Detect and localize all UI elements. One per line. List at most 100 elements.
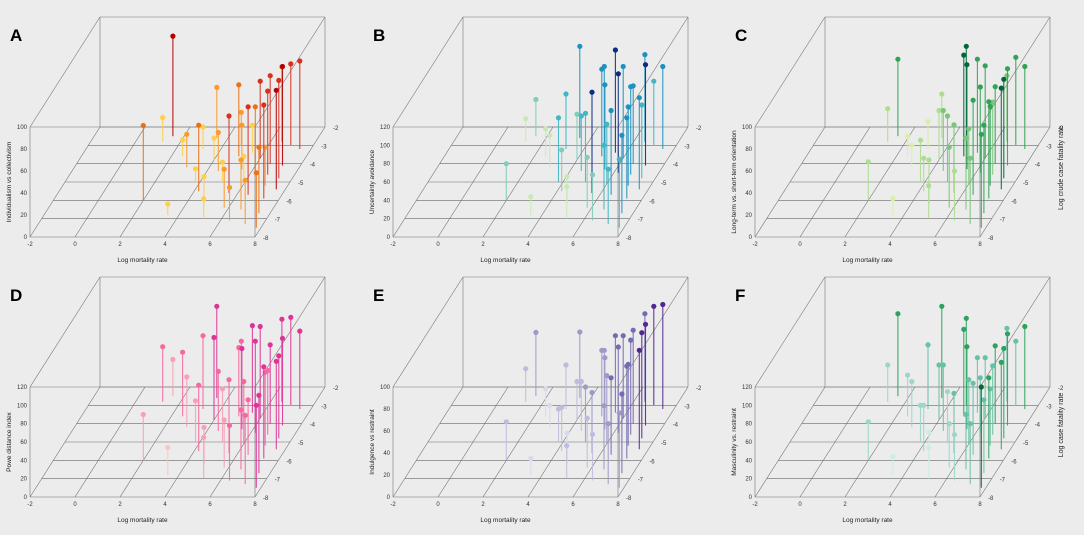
data-point <box>245 104 251 110</box>
right-label-top: Log crude case fatality rate <box>1058 126 1065 210</box>
y-tick-label: 100 <box>17 403 28 409</box>
data-point <box>964 344 970 350</box>
data-point <box>966 126 972 132</box>
data-point <box>639 102 645 108</box>
x-tick-label: -2 <box>752 502 758 508</box>
data-point <box>890 454 896 460</box>
data-point <box>998 359 1004 365</box>
x-tick-label: 0 <box>73 242 77 248</box>
y-tick-label: 40 <box>745 458 752 464</box>
data-point <box>1001 76 1007 82</box>
panel-letter: D <box>10 286 22 305</box>
x-tick-label: 2 <box>481 242 485 248</box>
data-point <box>533 96 539 103</box>
data-point <box>192 398 199 404</box>
data-point <box>977 84 983 90</box>
data-point <box>523 366 529 372</box>
data-point <box>165 201 171 207</box>
y-tick-label: 80 <box>745 147 752 153</box>
data-point <box>221 166 227 172</box>
x-axis-label: Log mortality rate <box>117 517 168 524</box>
data-point <box>239 345 245 352</box>
z-tick-label: -5 <box>1023 441 1029 447</box>
data-point <box>990 99 996 105</box>
x-tick-label: -2 <box>752 242 758 248</box>
data-point <box>201 173 207 180</box>
data-point <box>970 97 976 103</box>
x-tick-label: 0 <box>798 502 802 508</box>
y-tick-label: 0 <box>749 235 753 241</box>
data-point <box>1004 73 1010 79</box>
data-point <box>533 329 539 335</box>
data-point <box>219 386 226 392</box>
floor-grid-line <box>799 126 871 238</box>
data-point <box>288 314 294 320</box>
data-point <box>936 107 942 114</box>
floor-grid-line <box>844 386 916 498</box>
floor-grid-line <box>29 126 101 238</box>
z-tick-label: -2 <box>333 126 339 132</box>
data-point <box>599 347 605 353</box>
data-point <box>970 380 976 386</box>
z-tick-label: -5 <box>1023 181 1029 187</box>
data-point <box>297 58 303 64</box>
z-tick-label: -3 <box>321 144 327 150</box>
floor-grid-line <box>392 386 464 498</box>
box-edge <box>617 276 689 388</box>
data-point <box>559 404 565 410</box>
box-edge <box>754 16 826 128</box>
y-tick-label: 0 <box>24 495 28 501</box>
data-point <box>961 326 967 332</box>
y-tick-label: 40 <box>745 191 752 197</box>
floor-grid-line <box>164 126 236 238</box>
floor-grid-line <box>74 386 146 498</box>
z-tick-label: -3 <box>684 404 690 410</box>
data-point <box>238 109 244 115</box>
data-point <box>992 343 998 349</box>
box-edge <box>754 276 826 388</box>
data-point <box>196 382 202 388</box>
z-tick-label: -8 <box>988 496 994 502</box>
data-point <box>577 43 583 49</box>
data-point <box>261 102 267 108</box>
data-point <box>601 142 607 148</box>
data-point <box>926 429 932 435</box>
x-tick-label: 6 <box>208 502 212 508</box>
data-point <box>926 157 932 163</box>
y-tick-label: 120 <box>380 125 391 131</box>
z-tick-label: -7 <box>638 478 644 484</box>
data-point <box>528 455 534 462</box>
data-point <box>604 373 610 379</box>
y-tick-label: 120 <box>17 385 28 391</box>
data-point <box>967 155 973 161</box>
z-tick-label: -4 <box>310 423 316 429</box>
data-point <box>555 115 562 121</box>
data-point <box>660 301 666 308</box>
y-tick-label: 20 <box>383 217 390 223</box>
floor-grid-line <box>979 126 1051 238</box>
z-tick-label: -6 <box>286 199 292 205</box>
data-point <box>963 43 969 49</box>
box-edge <box>254 16 326 128</box>
data-point <box>624 115 630 121</box>
data-point <box>1004 331 1011 337</box>
z-tick-label: -6 <box>649 459 655 465</box>
y-tick-label: 80 <box>20 422 27 428</box>
data-point <box>267 73 273 79</box>
data-point <box>180 349 186 355</box>
data-point <box>288 61 294 67</box>
data-point <box>503 161 509 167</box>
data-point <box>608 107 614 114</box>
data-point <box>628 84 634 90</box>
data-point <box>574 378 580 385</box>
floor-grid-line <box>437 386 509 498</box>
x-tick-label: 0 <box>436 502 440 508</box>
x-axis-label: Log mortality rate <box>842 517 893 524</box>
data-point <box>192 166 199 172</box>
z-tick-label: -3 <box>321 404 327 410</box>
data-point <box>620 333 626 339</box>
data-point <box>951 122 957 128</box>
